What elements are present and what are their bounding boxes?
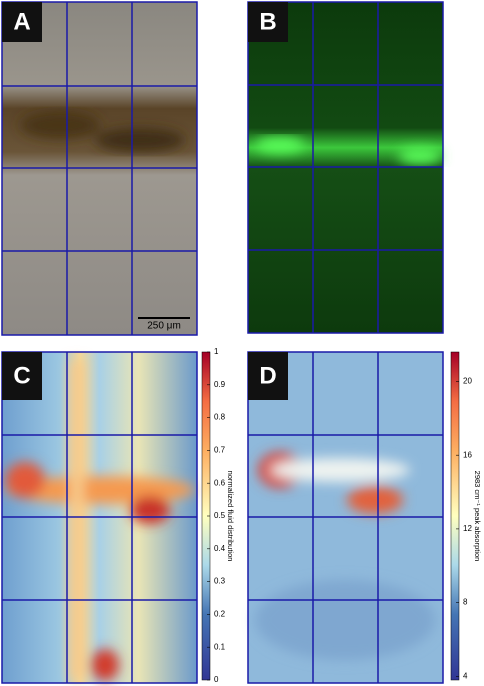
colorbar-tick-label: 0.1 <box>214 642 226 651</box>
colorbar-tick-label: 12 <box>463 524 472 533</box>
colorbar-label: normalized fluid distribution <box>226 471 235 562</box>
colorbar-tick-label: 1 <box>214 347 219 356</box>
colorbar-tick-label: 0.7 <box>214 446 226 455</box>
colorbar-tick-label: 16 <box>463 450 472 459</box>
panel-label: A <box>13 8 30 35</box>
colorbar-tick-label: 0.2 <box>214 610 226 619</box>
colorbar-label: 2983 cm⁻¹ peak absorption <box>473 471 482 562</box>
scale-bar-label: 250 μm <box>147 321 181 332</box>
colorbar-tick-label: 0.4 <box>214 544 226 553</box>
panel-label: D <box>259 362 276 389</box>
colorbar <box>450 351 460 681</box>
colorbar-tick-label: 0 <box>214 675 219 684</box>
colorbar-tick-label: 0.3 <box>214 577 226 586</box>
label-box <box>248 352 288 400</box>
colorbar-tick-label: 0.9 <box>214 380 226 389</box>
panel-label: B <box>259 8 276 35</box>
colorbar-tick-label: 8 <box>463 598 468 607</box>
panel-label: C <box>13 362 30 389</box>
colorbar-tick-label: 4 <box>463 671 468 680</box>
label-box <box>2 2 42 42</box>
colorbar-tick-label: 20 <box>463 377 472 386</box>
label-box <box>248 2 288 42</box>
colorbar-tick-label: 0.5 <box>214 511 226 520</box>
grid <box>1 1 444 684</box>
label-box <box>2 352 42 400</box>
colorbar-tick-label: 0.8 <box>214 413 226 422</box>
colorbar-tick-label: 0.6 <box>214 478 226 487</box>
